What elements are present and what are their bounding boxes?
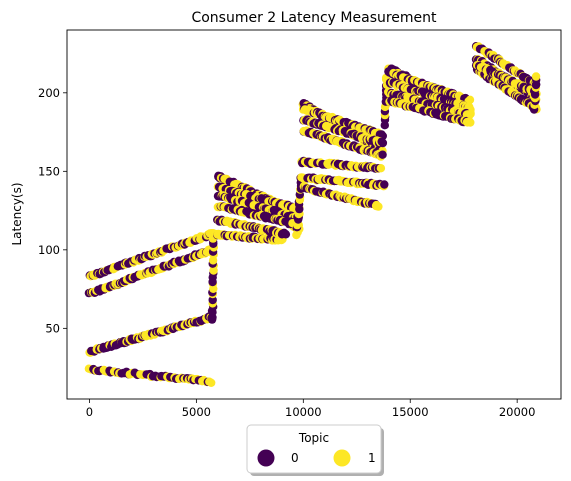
point-topic-0 (281, 230, 291, 239)
y-tick-label: 50 (45, 321, 60, 335)
legend: Topic 0 1 (246, 424, 384, 476)
x-tick-label: 0 (86, 405, 93, 419)
point-topic-0 (380, 180, 389, 189)
data-points (84, 42, 541, 387)
legend-label-topic-1: 1 (368, 451, 376, 465)
point-topic-0 (208, 295, 217, 305)
y-tick-label: 100 (38, 243, 60, 257)
legend-marker-topic-0 (257, 449, 275, 467)
point-topic-1 (466, 118, 475, 127)
y-tick-label: 200 (38, 86, 60, 100)
point-topic-1 (374, 202, 383, 211)
x-tick-label: 5000 (182, 405, 211, 419)
point-topic-1 (531, 72, 541, 81)
point-topic-0 (378, 138, 388, 148)
point-topic-1 (376, 164, 386, 173)
x-tick-label: 20000 (499, 405, 536, 419)
point-topic-1 (465, 95, 475, 105)
y-tick-label: 150 (38, 164, 60, 178)
point-topic-1 (466, 109, 475, 119)
legend-title: Topic (298, 431, 329, 445)
point-topic-0 (378, 150, 387, 159)
y-axis-label: Latency(s) (10, 182, 24, 245)
chart-title: Consumer 2 Latency Measurement (191, 10, 437, 26)
plot-frame (66, 29, 562, 400)
point-topic-1 (207, 378, 216, 387)
legend-marker-topic-1 (333, 449, 351, 467)
x-tick-label: 15000 (392, 405, 429, 419)
x-tick-label: 10000 (285, 405, 322, 419)
legend-label-topic-0: 0 (291, 451, 299, 465)
